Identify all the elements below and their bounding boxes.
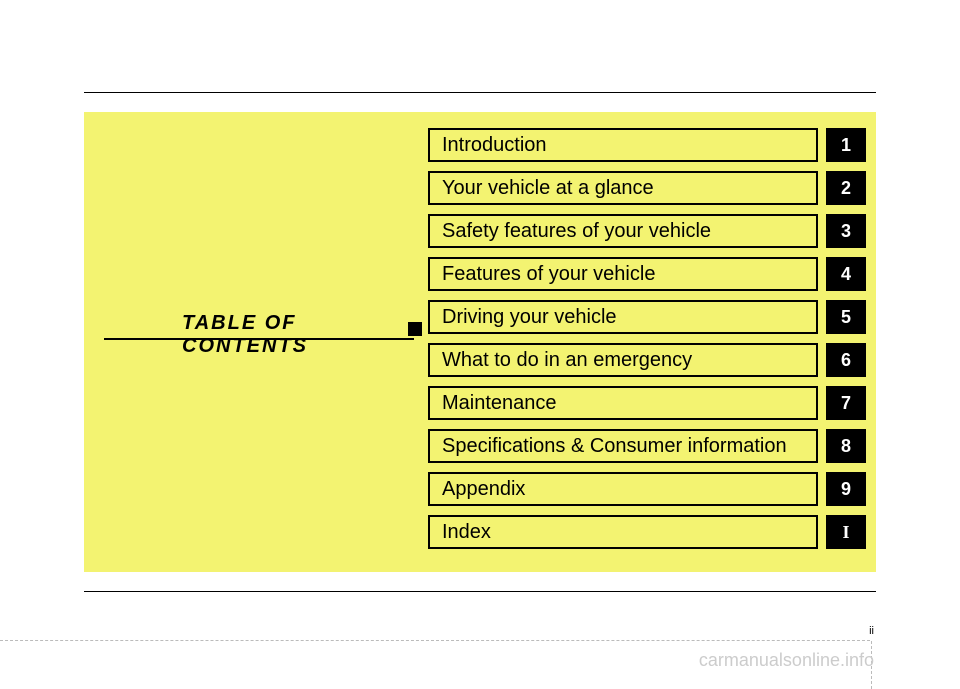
toc-tab: 4 <box>826 257 866 291</box>
toc-tab: 9 <box>826 472 866 506</box>
toc-tab: 2 <box>826 171 866 205</box>
toc-item-label: Features of your vehicle <box>428 257 818 291</box>
toc-row: Your vehicle at a glance 2 <box>428 171 866 205</box>
toc-tab: 6 <box>826 343 866 377</box>
toc-list: Introduction 1 Your vehicle at a glance … <box>428 112 876 572</box>
toc-tab: 1 <box>826 128 866 162</box>
toc-item-label: Your vehicle at a glance <box>428 171 818 205</box>
toc-item-label: Index <box>428 515 818 549</box>
toc-heading: TABLE OF CONTENTS <box>182 312 428 358</box>
toc-tab: 7 <box>826 386 866 420</box>
toc-row: Driving your vehicle 5 <box>428 300 866 334</box>
toc-tab: 5 <box>826 300 866 334</box>
toc-tab: 8 <box>826 429 866 463</box>
toc-tab: 3 <box>826 214 866 248</box>
toc-tab: I <box>826 515 866 549</box>
toc-title-panel: TABLE OF CONTENTS <box>84 112 428 572</box>
toc-item-label: What to do in an emergency <box>428 343 818 377</box>
toc-row: Safety features of your vehicle 3 <box>428 214 866 248</box>
crop-mark-horizontal <box>0 640 870 641</box>
page-number: ii <box>869 625 874 637</box>
toc-row: Introduction 1 <box>428 128 866 162</box>
toc-row: Maintenance 7 <box>428 386 866 420</box>
toc-row: Specifications & Consumer information 8 <box>428 429 866 463</box>
toc-item-label: Driving your vehicle <box>428 300 818 334</box>
toc-item-label: Introduction <box>428 128 818 162</box>
toc-item-label: Safety features of your vehicle <box>428 214 818 248</box>
toc-row: Appendix 9 <box>428 472 866 506</box>
toc-row: Features of your vehicle 4 <box>428 257 866 291</box>
toc-item-label: Maintenance <box>428 386 818 420</box>
toc-panel: TABLE OF CONTENTS Introduction 1 Your ve… <box>84 112 876 572</box>
toc-heading-marker <box>408 322 422 336</box>
toc-row: Index I <box>428 515 866 549</box>
watermark-text: carmanualsonline.info <box>699 650 874 671</box>
toc-heading-underline <box>104 338 414 340</box>
toc-row: What to do in an emergency 6 <box>428 343 866 377</box>
toc-item-label: Appendix <box>428 472 818 506</box>
toc-item-label: Specifications & Consumer information <box>428 429 818 463</box>
